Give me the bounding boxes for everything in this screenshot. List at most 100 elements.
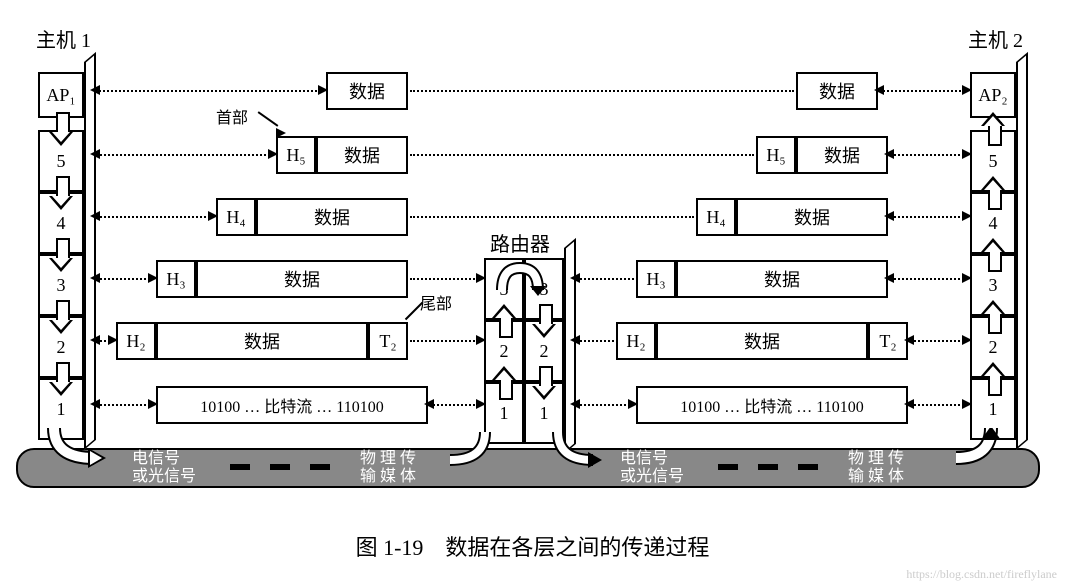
pipe-medium-text-left: 物 理 传 输 媒 体: [360, 450, 416, 486]
router-left-up2: [493, 304, 515, 338]
router-left-up1: [493, 366, 515, 400]
dot-l1-router: [430, 404, 482, 406]
right-h3-data: 数据: [676, 260, 888, 298]
ah-l-h21: [904, 399, 914, 409]
ah-r-l3r: [476, 273, 486, 283]
dot-r3-router: [576, 278, 634, 280]
host2-title: 主机 2: [968, 24, 1023, 53]
right-h4: H₄: [696, 198, 736, 236]
left-h5-data: 数据: [316, 136, 408, 174]
dot-h2-3: [890, 278, 968, 280]
figure-caption: 图 1-19 数据在各层之间的传递过程: [0, 530, 1065, 562]
dot-h1-5: [96, 154, 274, 156]
ah-l-1: [90, 399, 100, 409]
left-t2: T₂: [368, 322, 408, 360]
ah-r-h25: [962, 149, 972, 159]
pipe-dash-right: [718, 464, 838, 470]
host2-side3d: [1016, 52, 1028, 450]
router-right-down1: [533, 304, 555, 338]
host1-title: 主机 1: [36, 24, 91, 53]
ah-l-h24: [884, 211, 894, 221]
ah-r-5: [268, 149, 278, 159]
medium-to-host2-arrow: [936, 428, 1006, 478]
header-callout: [258, 111, 279, 126]
ah-l-h25: [884, 149, 894, 159]
host2-arrow-3: [982, 238, 1004, 272]
host1-to-medium-arrow: [44, 428, 114, 478]
router-title: 路由器: [490, 228, 550, 257]
ah-l-h22: [904, 335, 914, 345]
host2-arrow-5: [982, 362, 1004, 396]
ah-r-h22: [962, 335, 972, 345]
ah-l-4: [90, 211, 100, 221]
host1-arrow-2: [50, 176, 72, 210]
dot-h1-4: [96, 216, 214, 218]
host1-arrow-1: [50, 112, 72, 146]
dot-h2-ap: [880, 90, 968, 92]
dot-h2-2: [910, 340, 968, 342]
ah-r-h24: [962, 211, 972, 221]
header-label: 首部: [216, 104, 248, 128]
left-bits: 10100 … 比特流 … 110100: [156, 386, 428, 424]
right-h4-data: 数据: [736, 198, 888, 236]
ah-r-l2r: [476, 335, 486, 345]
dot-r2-router: [576, 340, 614, 342]
pipe-medium-text-right: 物 理 传 输 媒 体: [848, 450, 904, 486]
right-h2-data: 数据: [656, 322, 868, 360]
left-h3: H₃: [156, 260, 196, 298]
watermark: https://blog.csdn.net/fireflylane: [906, 567, 1057, 582]
dot-h2-5: [890, 154, 968, 156]
host1-arrow-3: [50, 238, 72, 272]
ah-l-r3r: [570, 273, 580, 283]
dot-4-across: [410, 216, 694, 218]
right-h5: H₅: [756, 136, 796, 174]
right-data-plain: 数据: [796, 72, 878, 110]
ah-l-3: [90, 273, 100, 283]
right-t2: T₂: [868, 322, 908, 360]
dot-5-across: [410, 154, 754, 156]
host2-arrow-2: [982, 176, 1004, 210]
host1-arrow-5: [50, 362, 72, 396]
pipe-signal-text-left: 电信号 或光信号: [132, 450, 196, 486]
router-right-down2: [533, 366, 555, 400]
left-h4-data: 数据: [256, 198, 408, 236]
right-h2: H₂: [616, 322, 656, 360]
dot-r1-router: [576, 404, 634, 406]
right-h5-data: 数据: [796, 136, 888, 174]
router-to-medium-arrow: [548, 432, 608, 480]
left-h3-data: 数据: [196, 260, 408, 298]
ah-r-3: [148, 273, 158, 283]
ah-r-2: [108, 335, 118, 345]
router-top-curve: [490, 260, 560, 300]
ah-r-r1r: [628, 399, 638, 409]
ah-r-4: [208, 211, 218, 221]
ah-l-2: [90, 335, 100, 345]
ah-r-h21: [962, 399, 972, 409]
ah-r-1: [148, 399, 158, 409]
ah-r-l1r: [476, 399, 486, 409]
pipe-dash-left: [230, 464, 350, 470]
dot-plain-across: [410, 90, 794, 92]
ah-l-r1r: [570, 399, 580, 409]
dot-h2-4: [890, 216, 968, 218]
left-h4: H₄: [216, 198, 256, 236]
dot-l3-router: [410, 278, 482, 280]
host1-arrow-4: [50, 300, 72, 334]
host1-side3d: [84, 52, 96, 450]
ah-l-5: [90, 149, 100, 159]
dot-h1-1: [96, 404, 154, 406]
ah-l-r2r: [570, 335, 580, 345]
trailer-label: 尾部: [420, 290, 452, 314]
left-data-plain: 数据: [326, 72, 408, 110]
diagram-canvas: 电信号 或光信号 物 理 传 输 媒 体 电信号 或光信号 物 理 传 输 媒 …: [0, 0, 1065, 588]
right-bits: 10100 … 比特流 … 110100: [636, 386, 908, 424]
router-side3d: [564, 238, 576, 454]
right-h3: H₃: [636, 260, 676, 298]
ah-l-h23: [884, 273, 894, 283]
dot-h1-ap: [96, 90, 324, 92]
left-h5: H₅: [276, 136, 316, 174]
host2-arrow-4: [982, 300, 1004, 334]
ah-l-h2ap: [874, 85, 884, 95]
host2-arrow-1: [982, 112, 1004, 146]
dot-l2-router: [410, 340, 482, 342]
